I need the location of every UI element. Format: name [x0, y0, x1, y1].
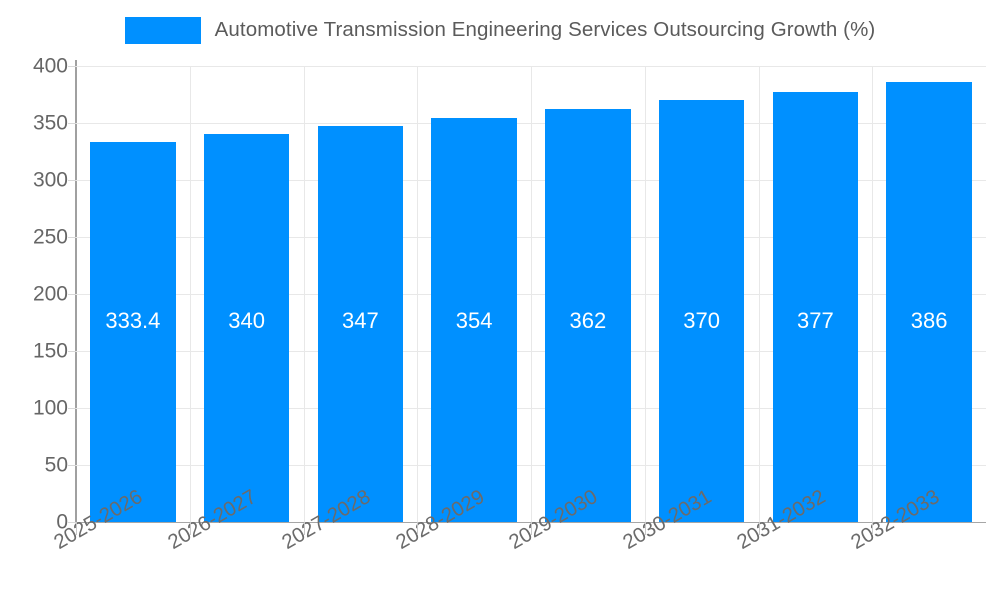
y-axis-tick-label: 400: [32, 54, 68, 78]
x-axis-tick-mark: [758, 522, 760, 535]
bar-slot: 347: [304, 66, 418, 522]
y-axis-tick-mark: [68, 237, 76, 238]
y-axis-tick-mark: [68, 180, 76, 181]
y-axis-line: [75, 60, 77, 523]
y-axis-tick-mark: [68, 408, 76, 409]
bar-slot: 370: [645, 66, 759, 522]
bar-value-label: 377: [797, 308, 834, 333]
legend-item-series-0[interactable]: Automotive Transmission Engineering Serv…: [124, 16, 876, 44]
bar[interactable]: 386: [886, 81, 972, 522]
y-axis-tick-label: 100: [32, 396, 68, 420]
bar[interactable]: 333.4: [90, 141, 176, 522]
bar-value-label: 347: [342, 308, 379, 333]
x-gridline: [644, 66, 646, 522]
x-gridline: [531, 66, 532, 522]
legend-item-label: Automotive Transmission Engineering Serv…: [214, 18, 876, 41]
x-axis-tick-mark: [76, 522, 77, 535]
bar-slot: 386: [872, 66, 986, 522]
y-axis-tick-label: 350: [32, 111, 68, 135]
bar-slot: 362: [531, 66, 645, 522]
bar-value-label: 370: [683, 308, 720, 333]
x-gridline: [303, 66, 305, 522]
chart-legend: Automotive Transmission Engineering Serv…: [0, 12, 1000, 48]
x-axis-tick-mark: [872, 522, 874, 535]
bar-value-label: 354: [455, 308, 493, 333]
x-gridline: [189, 66, 191, 522]
y-axis-tick-label: 50: [44, 453, 68, 477]
x-axis-tick-mark: [644, 522, 646, 535]
legend-color-swatch-icon: [124, 16, 201, 44]
bar-value-label: 340: [228, 308, 265, 333]
x-axis-tick-mark: [417, 522, 419, 535]
x-gridline: [758, 66, 760, 522]
bar-value-label: 362: [569, 308, 607, 333]
bar[interactable]: 362: [545, 109, 631, 522]
y-axis-tick-labels: 0 50 100 150 200 250 300 350 400: [0, 56, 68, 533]
y-axis-tick-mark: [68, 522, 76, 523]
x-gridline: [417, 66, 419, 522]
bar-slot: 333.4: [76, 66, 190, 522]
bar-slot: 354: [417, 66, 531, 522]
y-axis-tick-label: 300: [32, 168, 68, 192]
bar-series-group: 333.4 340 347 354 362 370 377 386: [76, 66, 986, 522]
bar[interactable]: 370: [658, 100, 745, 522]
bar-value-label: 386: [910, 308, 948, 333]
y-axis-tick-mark: [68, 66, 76, 67]
x-axis-tick-mark: [531, 522, 532, 535]
bar-value-label: 333.4: [105, 308, 161, 333]
bar[interactable]: 347: [317, 126, 404, 522]
y-axis-tick-mark: [68, 123, 76, 124]
bar[interactable]: 377: [772, 92, 859, 522]
x-gridline: [872, 66, 874, 522]
y-axis-tick-label: 0: [56, 510, 68, 534]
bar[interactable]: 354: [431, 118, 517, 522]
x-axis-tick-mark: [303, 522, 305, 535]
y-axis-tick-mark: [68, 465, 76, 466]
y-axis-tick-label: 150: [32, 339, 68, 363]
bar[interactable]: 340: [203, 134, 290, 522]
x-axis-tick-mark: [189, 522, 191, 535]
bar-slot: 377: [759, 66, 873, 522]
y-axis-tick-mark: [68, 351, 76, 352]
y-axis-tick-mark: [68, 294, 76, 295]
bar-slot: 340: [190, 66, 304, 522]
y-axis-tick-label: 250: [32, 225, 68, 249]
x-axis-tick-labels: 2025-2026 2026-2027 2027-2028 2028-2029 2029…: [50, 485, 986, 600]
y-axis-tick-label: 200: [32, 282, 68, 306]
